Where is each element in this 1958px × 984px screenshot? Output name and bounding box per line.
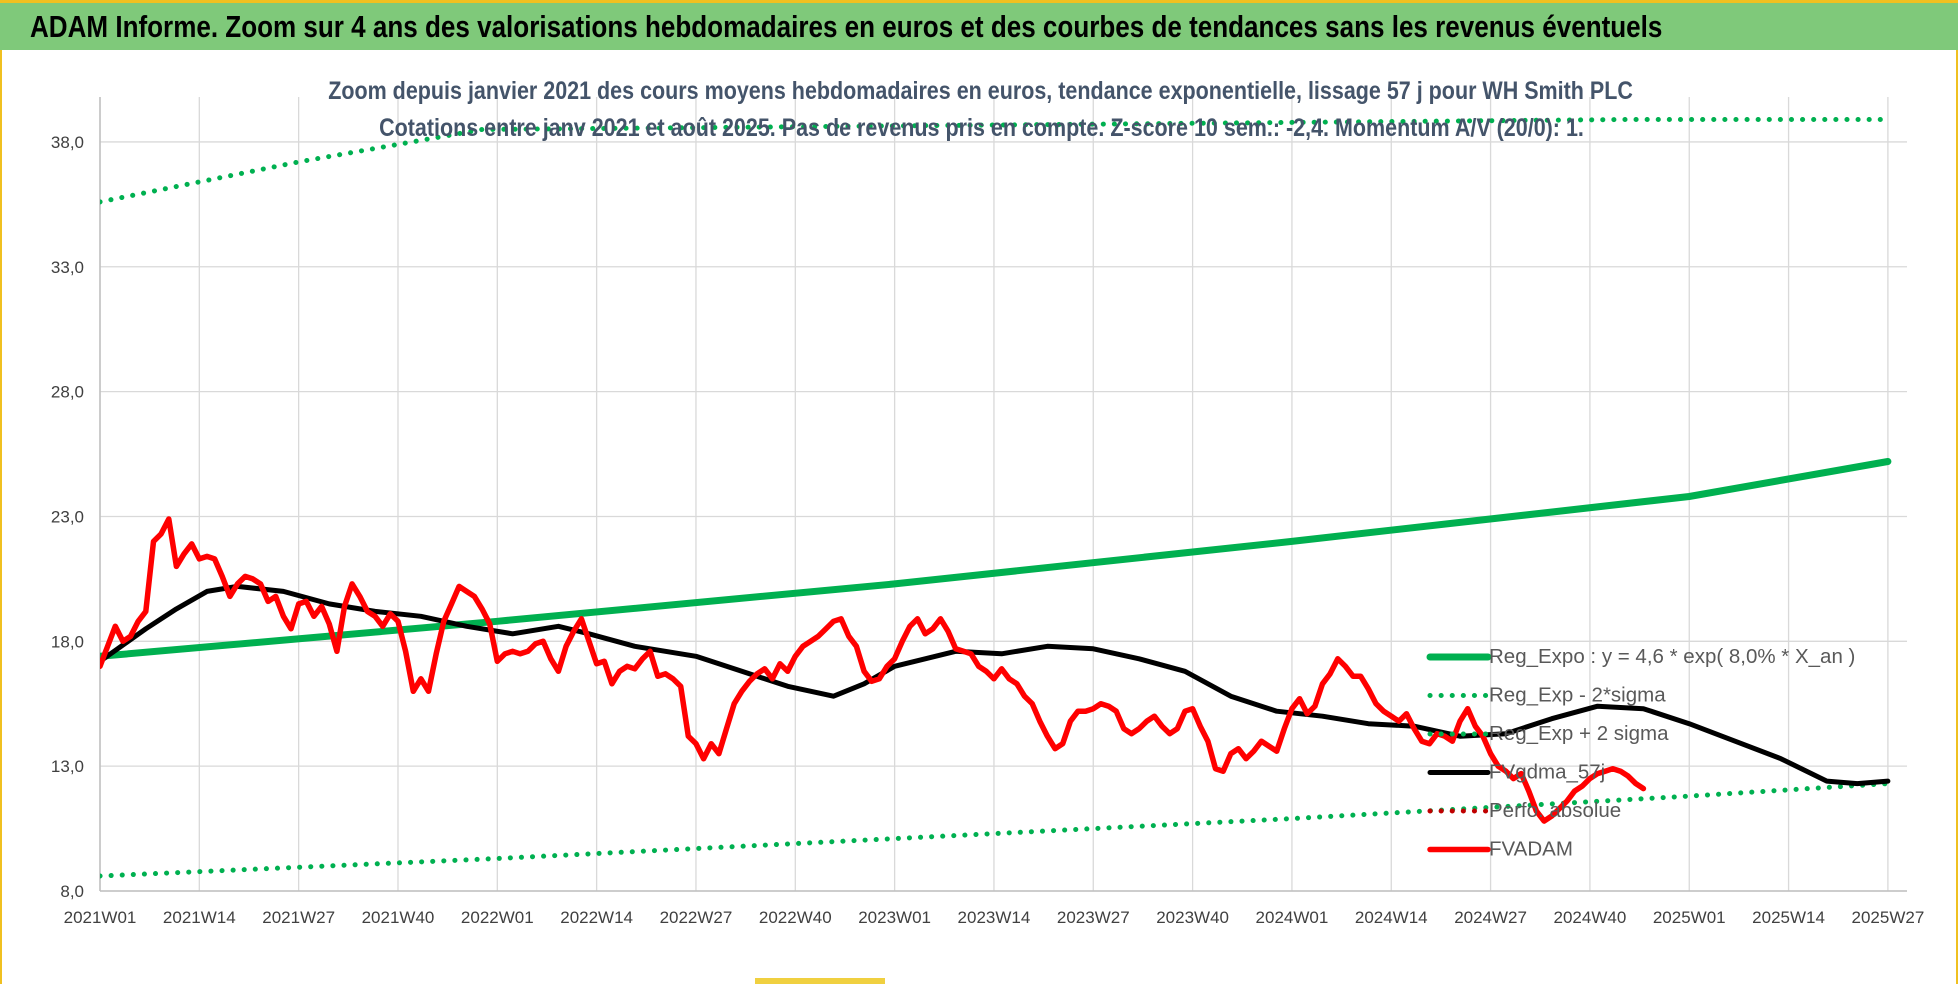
x-tick-label: 2023W27 bbox=[1057, 908, 1130, 927]
y-tick-label: 23,0 bbox=[51, 507, 84, 526]
y-tick-label: 33,0 bbox=[51, 258, 84, 277]
x-tick-label: 2025W14 bbox=[1752, 908, 1825, 927]
report-header-title: ADAM Informe. Zoom sur 4 ans des valoris… bbox=[30, 9, 1663, 44]
series-line-reg-exp-minus-2sigma bbox=[100, 781, 1891, 879]
legend-label-fvadam: FVADAM bbox=[1489, 838, 1573, 861]
chart-title-wrap: Zoom depuis janvier 2021 des cours moyen… bbox=[2, 77, 1958, 106]
legend-label-reg-exp-plus-2sigma: Reg_Exp + 2 sigma bbox=[1489, 722, 1669, 745]
x-tick-label: 2022W27 bbox=[660, 908, 733, 927]
x-tick-label: 2024W01 bbox=[1256, 908, 1329, 927]
x-tick-label: 2022W14 bbox=[560, 908, 633, 927]
y-tick-label: 8,0 bbox=[60, 882, 84, 901]
y-tick-label: 13,0 bbox=[51, 757, 84, 776]
x-tick-label: 2021W27 bbox=[262, 908, 335, 927]
y-tick-label: 28,0 bbox=[51, 383, 84, 402]
chart-title: Zoom depuis janvier 2021 des cours moyen… bbox=[328, 77, 1634, 105]
x-tick-label: 2023W14 bbox=[958, 908, 1031, 927]
chart-subtitle-wrap: Cotations entre janv 2021 et août 2025. … bbox=[2, 114, 1958, 143]
x-tick-label: 2023W01 bbox=[858, 908, 931, 927]
x-tick-label: 2024W27 bbox=[1454, 908, 1527, 927]
x-tick-label: 2025W27 bbox=[1852, 908, 1925, 927]
chart-plot: 8,0 13,0 18,0 23,0 28,0 33,0 38,0 2021W01 2021W1… bbox=[51, 97, 1925, 927]
legend-label-perfo-absolue: Perfo. absolue bbox=[1489, 799, 1621, 822]
chart-subtitle: Cotations entre janv 2021 et août 2025. … bbox=[378, 114, 1584, 142]
chart-frame: 8,0 13,0 18,0 23,0 28,0 33,0 38,0 2021W01 2021W1… bbox=[0, 50, 1958, 984]
x-tick-label: 2021W01 bbox=[64, 908, 137, 927]
legend-label-reg-exp-minus-2sigma: Reg_Exp - 2*sigma bbox=[1489, 684, 1666, 707]
x-tick-label: 2024W40 bbox=[1554, 908, 1627, 927]
y-tick-label: 38,0 bbox=[51, 133, 84, 152]
legend-label-fvgdma-57j: FVgdma_57j bbox=[1489, 761, 1605, 784]
series-line-reg-exp-plus-2sigma bbox=[100, 117, 1891, 205]
x-tick-label: 2021W40 bbox=[362, 908, 435, 927]
report-header-bar: ADAM Informe. Zoom sur 4 ans des valoris… bbox=[0, 0, 1958, 50]
series-line-fvadam bbox=[100, 516, 1647, 824]
x-tick-label: 2022W01 bbox=[461, 908, 534, 927]
legend-label-reg-expo: Reg_Expo : y = 4,6 * exp( 8,0% * X_an ) bbox=[1489, 645, 1855, 668]
bottom-accent-mark bbox=[755, 978, 885, 984]
x-tick-label: 2021W14 bbox=[163, 908, 236, 927]
x-tick-label: 2022W40 bbox=[759, 908, 832, 927]
x-tick-label: 2024W14 bbox=[1355, 908, 1428, 927]
x-tick-label: 2023W40 bbox=[1156, 908, 1229, 927]
y-tick-label: 18,0 bbox=[51, 632, 84, 651]
x-tick-label: 2025W01 bbox=[1653, 908, 1726, 927]
series-line-reg-expo bbox=[100, 458, 1892, 660]
